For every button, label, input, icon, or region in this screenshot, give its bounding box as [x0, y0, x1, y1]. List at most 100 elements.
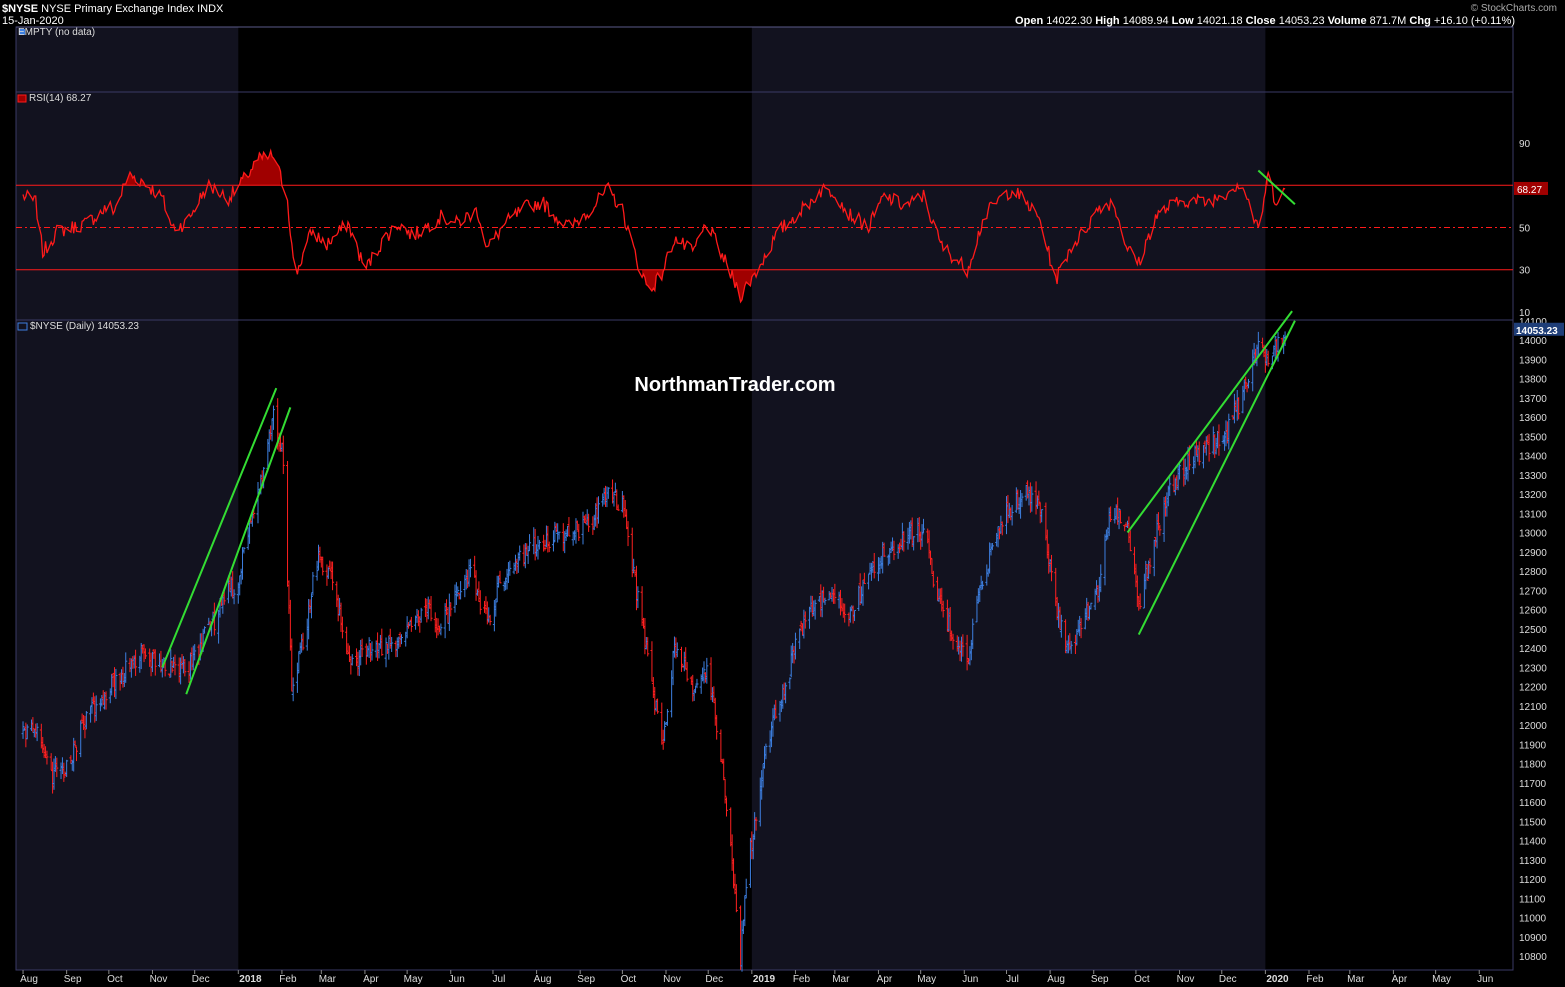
ohlc-bar [1059, 614, 1063, 638]
price-tick-label: 12600 [1519, 606, 1547, 617]
ohlc-bar [929, 550, 933, 565]
ohlc-bar [1030, 486, 1034, 512]
price-tick-label: 11900 [1519, 740, 1547, 751]
x-tick-label: Jun [449, 974, 465, 985]
stockcharts-credit: © StockCharts.com [1470, 3, 1557, 14]
ohlc-bar [370, 641, 374, 661]
ohlc-bar [193, 644, 197, 661]
ohlc-bar [439, 623, 443, 636]
x-tick-label: Jul [1006, 974, 1019, 985]
ohlc-bar [1118, 510, 1122, 524]
ohlc-bar [872, 553, 876, 579]
ohlc-bar [715, 714, 719, 740]
x-tick-label: Aug [534, 974, 552, 985]
ohlc-bar [646, 637, 650, 657]
x-tick-label: Apr [363, 974, 379, 985]
rsi-last-value: 68.27 [1517, 185, 1542, 196]
ohlc-bar [449, 602, 453, 617]
rsi-line [22, 148, 1286, 304]
x-tick-label: 2019 [753, 974, 776, 985]
x-tick-label: Aug [1047, 974, 1065, 985]
ohlc-bar [367, 637, 371, 658]
ohlc-bar [409, 616, 413, 632]
ohlc-bar [793, 632, 797, 660]
ohlc-bar [1089, 602, 1093, 610]
ohlc-bar [945, 599, 949, 632]
ohlc-bar [705, 657, 709, 684]
ohlc-bar [1168, 475, 1172, 496]
ohlc-bar [429, 596, 433, 622]
x-tick-label: Apr [1392, 974, 1408, 985]
ohlc-bar [537, 539, 541, 550]
price-tick-label: 13800 [1519, 375, 1547, 386]
rsi-last-tag [1514, 181, 1548, 195]
ohlc-bar [1123, 525, 1127, 532]
ohlc-bar [315, 560, 319, 581]
price-tick-label: 13300 [1519, 471, 1547, 482]
ohlc-bar [813, 599, 817, 620]
ohlc-bar [612, 491, 616, 507]
ohlc-bar [153, 649, 157, 676]
ohlc-bar [340, 616, 344, 639]
ohlc-bar [774, 699, 778, 719]
ohlc-bar [921, 518, 925, 534]
price-tick-label: 14100 [1519, 317, 1547, 328]
channel-upper-line [161, 387, 278, 668]
price-tick-label: 12700 [1519, 586, 1547, 597]
ohlc-bar [862, 572, 866, 585]
panel-borders [15, 26, 1514, 971]
x-tick-label: Sep [1091, 974, 1109, 985]
ohlc-bar [557, 531, 561, 540]
chg-label: Chg [1409, 15, 1431, 27]
x-tick-label: Nov [150, 974, 168, 985]
price-tick-label: 11200 [1519, 875, 1547, 886]
ohlc-bar [1256, 331, 1260, 356]
ohlc-bar [567, 517, 571, 537]
ohlc-bar [83, 715, 87, 739]
ohlc-bar [271, 405, 275, 430]
x-tick-label: Nov [663, 974, 681, 985]
ohlc-bar [478, 590, 482, 615]
ohlc-bar [754, 817, 758, 831]
low-value: 14021.18 [1196, 15, 1243, 27]
ohlc-bar [143, 648, 147, 660]
channel-lower-line [185, 407, 292, 695]
ohlc-bar [309, 593, 313, 619]
ohlc-bar [833, 583, 837, 604]
ohlc-bar [920, 524, 924, 547]
price-tick-label: 11400 [1519, 837, 1547, 848]
price-tick-label: 13600 [1519, 413, 1547, 424]
ohlc-bar [94, 695, 98, 722]
panel-frame [15, 319, 1514, 971]
price-tick-label: 13400 [1519, 452, 1547, 463]
ohlc-bar [665, 708, 669, 726]
x-tick-label: May [404, 974, 423, 985]
ohlc-bar [390, 636, 394, 653]
ohlc-bar [1227, 413, 1231, 450]
price-last-tag [1514, 322, 1564, 336]
ohlc-bar [803, 611, 807, 629]
ohlc-bar [350, 654, 354, 666]
channel-upper-line [1126, 310, 1293, 534]
year-band [16, 27, 239, 970]
rsi-tick-label: 90 [1519, 139, 1531, 150]
ohlc-bar [702, 661, 706, 684]
rsi-extreme-fill [122, 172, 136, 186]
price-tick-label: 11800 [1519, 760, 1547, 771]
ohlc-bar [311, 571, 315, 596]
price-tick-label: 12400 [1519, 644, 1547, 655]
ohlc-bar [1207, 433, 1211, 462]
ohlc-bar [124, 652, 128, 683]
price-tick-label: 12200 [1519, 683, 1547, 694]
ohlc-bar [744, 878, 748, 899]
y-axis: 90 50 30 10 10800 10900 11000 11100 11200 11300 11… [17, 29, 1564, 963]
x-tick-label: Aug [20, 974, 38, 985]
ohlc-bar [1138, 593, 1142, 610]
high-label: High [1095, 15, 1120, 27]
open-value: 14022.30 [1046, 15, 1093, 27]
x-tick-label: Mar [319, 974, 337, 985]
ohlc-bar [62, 762, 66, 782]
x-tick-label: Feb [1306, 974, 1324, 985]
x-tick-label: Jun [962, 974, 978, 985]
ohlc-bar [1040, 509, 1044, 523]
